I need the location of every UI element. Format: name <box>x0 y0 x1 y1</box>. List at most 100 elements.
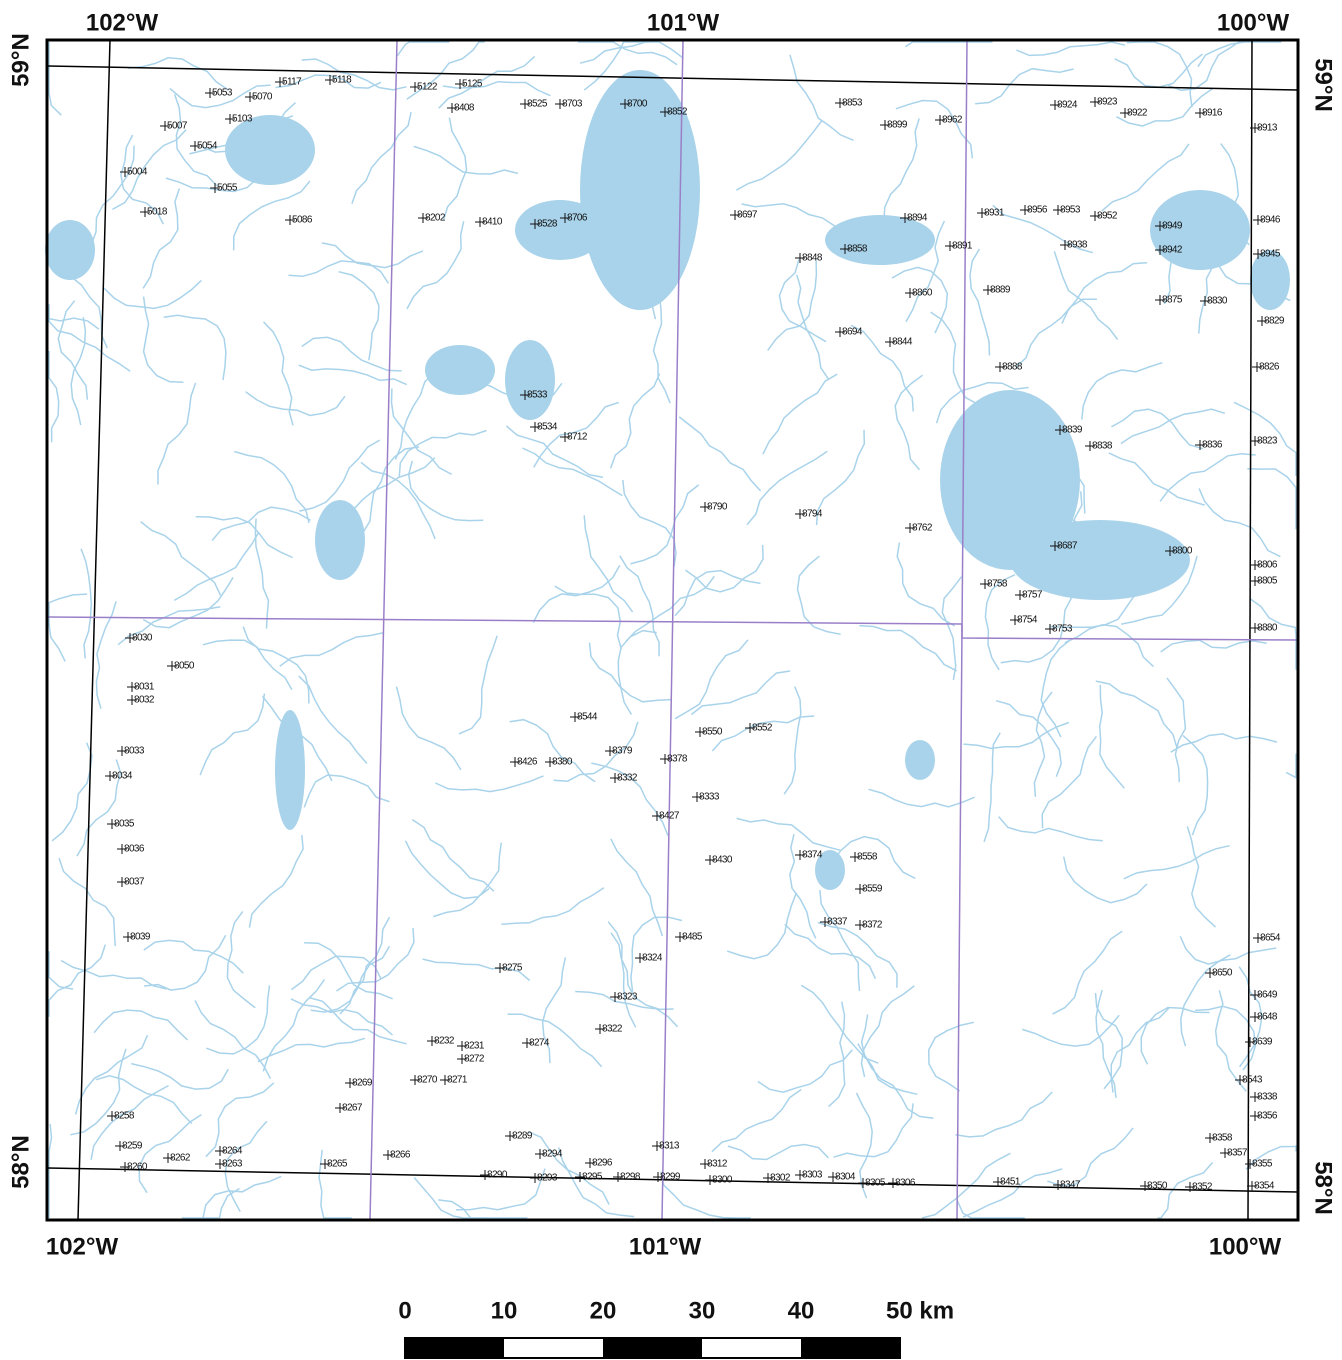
sample-marker <box>605 746 615 756</box>
river <box>163 314 227 381</box>
sample-label: 8379 <box>612 746 633 757</box>
river <box>195 516 293 559</box>
sample-marker <box>850 852 860 862</box>
river <box>76 759 122 857</box>
sample-label: 5118 <box>332 75 352 86</box>
sample-marker <box>1050 541 1060 551</box>
sample-marker <box>1235 1075 1245 1085</box>
river <box>921 1152 1011 1219</box>
river <box>48 307 131 372</box>
river <box>674 639 749 720</box>
river <box>817 921 898 988</box>
sample-label: 8924 <box>1057 100 1078 111</box>
sample-label: 8889 <box>990 285 1011 296</box>
river <box>442 80 551 97</box>
sample-label: 8358 <box>1212 1133 1233 1144</box>
river <box>736 120 823 191</box>
river <box>711 715 815 752</box>
sample-marker <box>1165 546 1175 556</box>
river <box>165 164 264 193</box>
sample-label: 8880 <box>1257 623 1278 634</box>
river <box>245 391 346 417</box>
sample-marker <box>115 1141 125 1151</box>
sample-label: 8533 <box>527 390 548 401</box>
scale-segment <box>405 1338 504 1358</box>
sample-marker <box>1010 615 1020 625</box>
river <box>962 1168 1063 1218</box>
sample-label: 8829 <box>1264 316 1285 327</box>
river <box>1214 990 1247 1092</box>
sample-marker <box>510 757 520 767</box>
sample-label: 8380 <box>552 757 573 768</box>
river <box>279 631 385 667</box>
river <box>575 990 679 1028</box>
river <box>660 1171 751 1219</box>
river <box>48 1123 53 1218</box>
sample-marker <box>1205 968 1215 978</box>
sample-marker <box>1120 108 1130 118</box>
river <box>1198 488 1281 558</box>
sample-label: 8324 <box>642 953 663 964</box>
sample-label: 8806 <box>1257 560 1278 571</box>
river <box>458 635 498 735</box>
sample-marker <box>705 855 715 865</box>
latitude-label: 59°N <box>1310 58 1337 112</box>
sample-marker <box>555 99 565 109</box>
river <box>242 626 310 704</box>
river <box>298 364 408 386</box>
river <box>206 985 271 1055</box>
river <box>963 721 1070 750</box>
sample-marker <box>530 422 540 432</box>
river <box>338 270 380 361</box>
river <box>407 460 484 522</box>
river <box>157 382 197 485</box>
river <box>60 959 167 990</box>
sample-marker <box>1053 205 1063 215</box>
river <box>422 958 531 982</box>
sample-marker <box>1085 441 1095 451</box>
sample-label: 8962 <box>942 115 963 126</box>
sample-marker <box>457 1054 467 1064</box>
river <box>205 1082 275 1158</box>
river <box>181 1187 240 1219</box>
longitude-line <box>77 39 111 1221</box>
sample-label: 5103 <box>232 114 253 125</box>
river <box>142 188 181 289</box>
river <box>762 373 838 455</box>
sample-label: 8270 <box>417 1075 438 1086</box>
river <box>501 887 605 926</box>
sample-marker <box>700 502 710 512</box>
river <box>131 1062 229 1090</box>
river <box>1062 856 1148 904</box>
sample-label: 8800 <box>1172 546 1193 557</box>
scale-label: 30 <box>689 1297 716 1324</box>
sample-label: 8295 <box>582 1172 603 1183</box>
river <box>995 699 1062 777</box>
sample-marker <box>275 77 285 87</box>
river <box>1168 41 1242 92</box>
sample-marker <box>1195 440 1205 450</box>
river <box>290 998 393 1036</box>
sample-marker <box>610 773 620 783</box>
sample-marker <box>610 992 620 1002</box>
sample-marker <box>475 217 485 227</box>
river <box>396 41 450 57</box>
river <box>1163 200 1192 305</box>
sample-label: 8922 <box>1127 108 1148 119</box>
sample-label: 8312 <box>707 1159 728 1170</box>
sample-marker <box>820 917 830 927</box>
river <box>850 324 914 412</box>
longitude-label: 102°W <box>86 9 159 36</box>
river <box>351 111 412 205</box>
river <box>1120 408 1226 445</box>
sample-marker <box>585 1158 595 1168</box>
river <box>257 1037 366 1063</box>
river <box>1114 53 1203 88</box>
sample-marker <box>695 727 705 737</box>
river <box>1108 452 1205 506</box>
river <box>727 1143 829 1161</box>
river <box>617 629 657 715</box>
sample-label: 8697 <box>737 210 758 221</box>
sample-label: 8852 <box>667 107 688 118</box>
river <box>301 58 407 91</box>
